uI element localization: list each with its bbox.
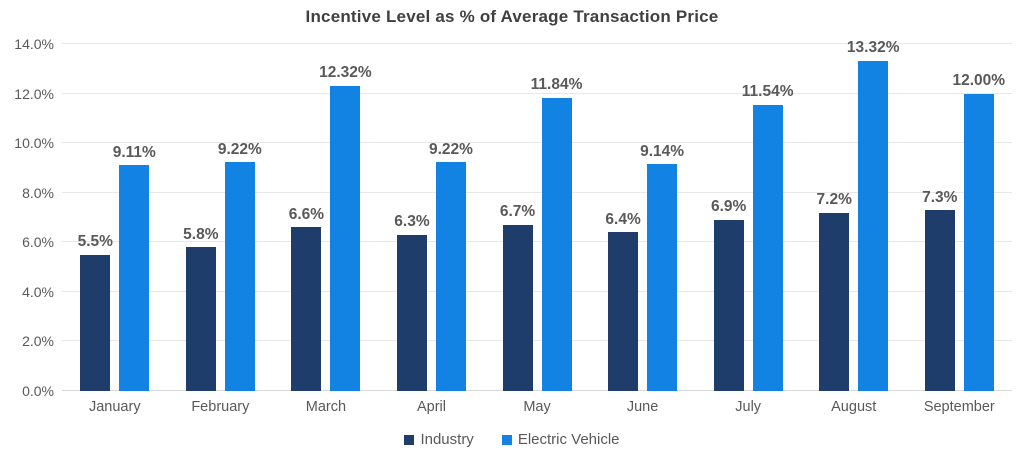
bar-industry: 6.4% (605, 212, 641, 391)
bar-group: 6.7% 11.84% May (484, 44, 590, 414)
bar-value-label: 11.54% (741, 83, 794, 101)
bar-value-label: 9.14% (640, 142, 685, 160)
bar-electric-vehicle: 11.54% (742, 84, 794, 391)
x-axis-category-label: March (305, 399, 347, 415)
bar-value-label: 5.8% (183, 225, 219, 243)
bar-electric-vehicle: 13.32% (847, 40, 900, 391)
bar-group: 7.2% 13.32% August (801, 40, 907, 414)
gridline (62, 142, 1012, 144)
bar-value-label: 6.7% (499, 203, 536, 221)
bar-value-label: 7.3% (922, 188, 958, 206)
y-axis-tick-label: 8.0% (22, 184, 54, 201)
bar-industry: 7.2% (817, 192, 852, 391)
x-axis-category-label: April (416, 399, 446, 415)
bar-electric-vehicle: 9.11% (113, 145, 156, 391)
legend-item-electric-vehicle: Electric Vehicle (501, 431, 620, 448)
bar-groups: 5.5% 9.11% January 5.8% 9.22% February 6.6% 12.… (62, 40, 1013, 414)
x-axis-category-label: July (735, 399, 762, 415)
bar-industry: 5.5% (78, 234, 113, 391)
bar-group: 6.9% 11.54% July (695, 44, 801, 414)
gridline (62, 191, 1012, 193)
gridline (62, 92, 1012, 94)
bar-value-label: 9.11% (112, 143, 156, 161)
bar-group: 5.8% 9.22% February (168, 44, 274, 414)
bar-industry: 6.6% (289, 207, 324, 391)
bar-group: 5.5% 9.11% January (62, 44, 168, 414)
bar-electric-vehicle: 11.84% (531, 77, 582, 391)
y-axis-tick-label: 10.0% (14, 135, 54, 152)
legend-label-industry: Industry (420, 431, 474, 448)
bar-value-label: 6.9% (710, 198, 747, 216)
gridline (62, 340, 1012, 342)
chart-title: Incentive Level as % of Average Transact… (305, 7, 719, 26)
bar-industry: 6.3% (394, 214, 430, 391)
y-axis-tick-label: 2.0% (22, 333, 54, 350)
x-axis-category-label: June (626, 399, 659, 415)
bar-group: 6.4% 9.14% June (590, 44, 696, 414)
gridline (62, 241, 1012, 243)
y-axis-tick-label: 12.0% (14, 85, 54, 102)
bar-group: 7.3% 12.00% September (907, 44, 1013, 414)
y-axis-tick-label: 6.0% (22, 234, 54, 251)
bar-industry: 6.7% (500, 204, 535, 391)
bar-value-label: 11.84% (530, 76, 583, 94)
legend-label-electric-vehicle: Electric Vehicle (517, 431, 620, 448)
x-axis-baseline (62, 390, 1012, 391)
y-axis-tick-label: 0.0% (22, 383, 54, 399)
bar-value-label: 6.6% (288, 205, 325, 223)
plot-area: 5.5% 9.11% January 5.8% 9.22% February 6.6% 12.… (62, 40, 1013, 414)
bar-industry: 6.9% (711, 199, 746, 391)
industry-swatch-icon (404, 434, 415, 445)
gridline (62, 43, 1012, 44)
bar-value-label: 12.32% (319, 64, 372, 82)
bar-value-label: 12.00% (952, 72, 1006, 90)
x-axis-category-label: January (88, 399, 141, 415)
bar-group: 6.6% 12.32% March (273, 44, 379, 414)
x-axis-category-label: February (191, 399, 250, 415)
bar-electric-vehicle: 12.32% (319, 65, 372, 391)
bar-electric-vehicle: 9.22% (429, 142, 473, 391)
bar-value-label: 13.32% (846, 39, 900, 57)
bar-electric-vehicle: 9.14% (640, 144, 684, 391)
y-axis-tick-label: 4.0% (22, 283, 54, 300)
legend: Industry Electric Vehicle (0, 431, 1024, 448)
bar-industry: 5.8% (183, 227, 219, 391)
bar-value-label: 9.22% (217, 140, 262, 158)
bar-electric-vehicle: 12.00% (952, 73, 1005, 391)
electric-vehicle-swatch-icon (501, 434, 512, 445)
bar-industry: 7.3% (922, 190, 957, 391)
bar-electric-vehicle: 9.22% (218, 142, 262, 391)
gridline (62, 290, 1012, 292)
bar-group: 6.3% 9.22% April (379, 44, 485, 414)
x-axis-category-label: August (831, 399, 877, 415)
legend-item-industry: Industry (404, 431, 474, 448)
bar-value-label: 9.22% (428, 140, 473, 158)
y-axis-tick-label: 14.0% (14, 36, 54, 52)
x-axis-category-label: September (923, 399, 995, 415)
bar-value-label: 7.2% (816, 191, 852, 209)
bar-value-label: 6.3% (394, 213, 430, 231)
bar-value-label: 6.4% (605, 210, 641, 228)
x-axis-category-label: May (523, 399, 551, 415)
bar-value-label: 5.5% (77, 233, 113, 251)
